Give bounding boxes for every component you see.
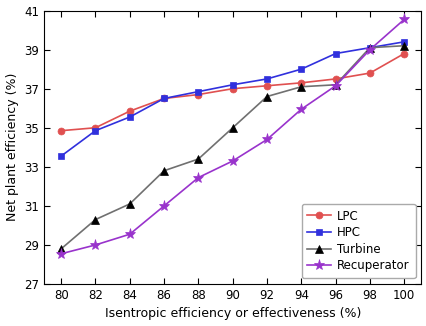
Turbine xyxy=(298,85,303,89)
LPC xyxy=(332,77,337,81)
Turbine xyxy=(196,157,201,161)
Turbine xyxy=(366,46,371,50)
Y-axis label: Net plant efficiency (%): Net plant efficiency (%) xyxy=(6,73,18,221)
LPC xyxy=(127,109,132,113)
HPC xyxy=(230,83,235,87)
Line: Recuperator: Recuperator xyxy=(55,14,409,259)
Recuperator xyxy=(127,232,132,236)
Turbine xyxy=(161,169,166,173)
LPC xyxy=(196,93,201,96)
HPC xyxy=(401,40,406,44)
LPC xyxy=(161,96,166,100)
LPC xyxy=(298,81,303,85)
Turbine xyxy=(230,126,235,130)
HPC xyxy=(127,115,132,119)
HPC xyxy=(264,77,269,81)
Turbine xyxy=(264,95,269,98)
HPC xyxy=(366,46,371,50)
Turbine xyxy=(58,247,63,251)
Recuperator xyxy=(58,252,63,256)
Recuperator xyxy=(230,159,235,163)
HPC xyxy=(93,129,98,133)
Turbine xyxy=(93,218,98,222)
Recuperator xyxy=(401,17,406,21)
Line: HPC: HPC xyxy=(58,38,407,159)
Turbine xyxy=(401,44,406,48)
Turbine xyxy=(127,202,132,206)
LPC xyxy=(264,84,269,88)
HPC xyxy=(161,96,166,100)
HPC xyxy=(298,67,303,71)
Legend: LPC, HPC, Turbine, Recuperator: LPC, HPC, Turbine, Recuperator xyxy=(301,204,414,278)
Recuperator xyxy=(93,243,98,247)
X-axis label: Isentropic efficiency or effectiveness (%): Isentropic efficiency or effectiveness (… xyxy=(104,307,360,320)
LPC xyxy=(230,87,235,91)
Recuperator xyxy=(332,84,337,88)
LPC xyxy=(366,71,371,75)
HPC xyxy=(332,52,337,55)
LPC xyxy=(58,129,63,133)
LPC xyxy=(93,126,98,130)
Line: Turbine: Turbine xyxy=(57,41,408,253)
HPC xyxy=(58,154,63,158)
Turbine xyxy=(332,83,337,87)
Recuperator xyxy=(298,107,303,111)
Recuperator xyxy=(366,48,371,52)
LPC xyxy=(401,52,406,55)
Recuperator xyxy=(264,138,269,141)
Line: LPC: LPC xyxy=(58,50,407,134)
Recuperator xyxy=(161,204,166,208)
HPC xyxy=(196,90,201,94)
Recuperator xyxy=(196,176,201,180)
